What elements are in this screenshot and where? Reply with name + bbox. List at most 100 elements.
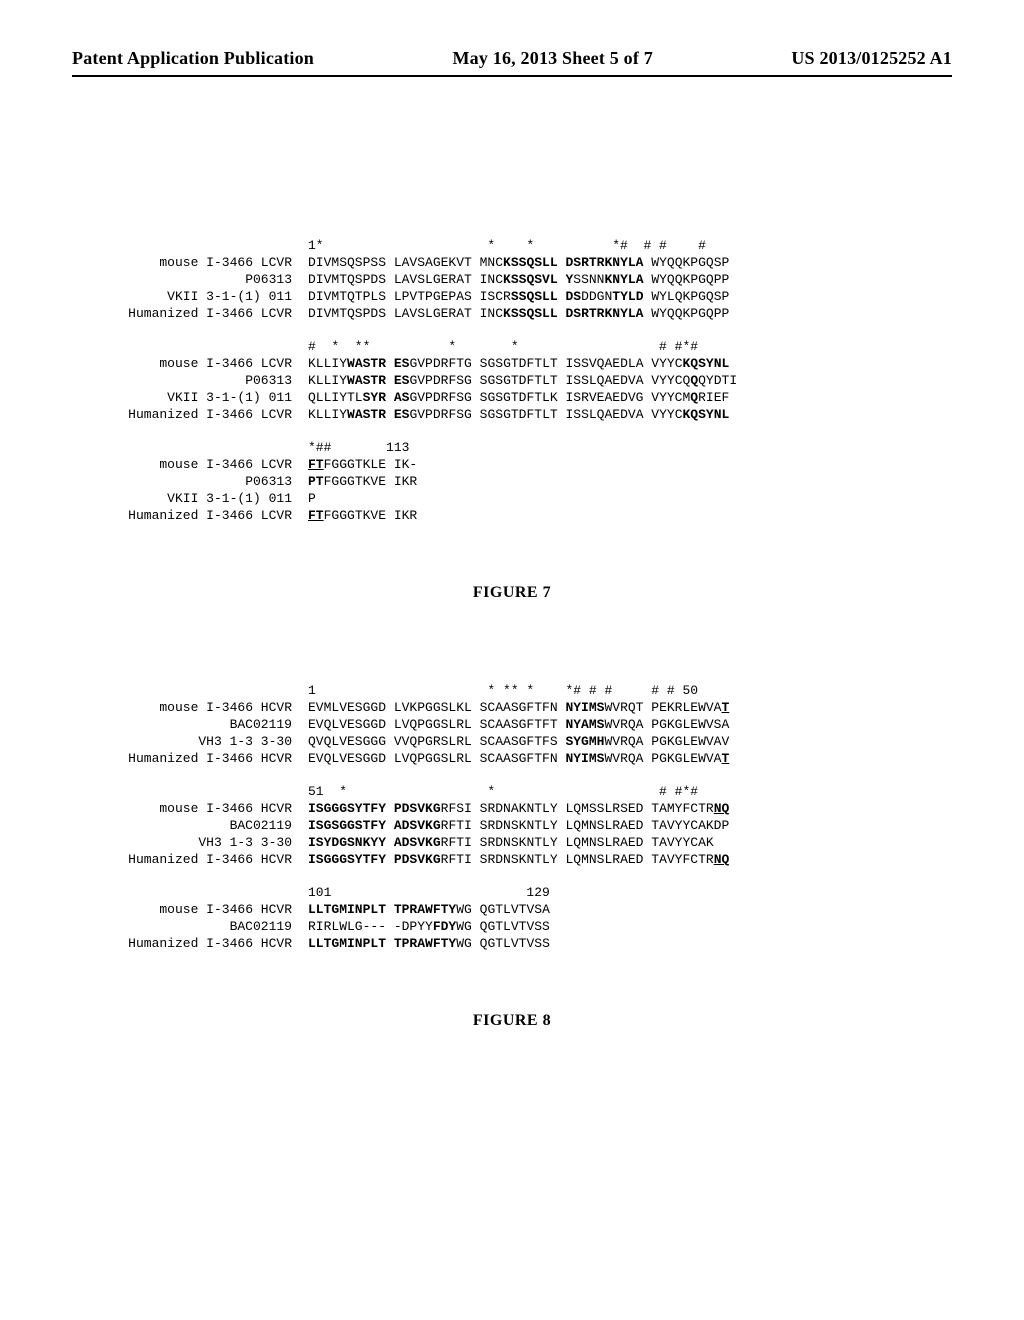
alignment-marker-row: *## 113 bbox=[72, 439, 952, 456]
alignment-sequence: DIVMTQSPDS LAVSLGERAT INCKSSQSVL YSSNNKN… bbox=[308, 271, 729, 288]
alignment-sequence: FTFGGGTKVE IKR bbox=[308, 507, 417, 524]
alignment-row: VKII 3-1-(1) 011P bbox=[72, 490, 952, 507]
alignment-label: Humanized I-3466 LCVR bbox=[72, 507, 308, 524]
alignment-row: mouse I-3466 HCVRISGGGSYTFY PDSVKGRFSI S… bbox=[72, 800, 952, 817]
alignment-label: BAC02119 bbox=[72, 716, 308, 733]
alignment-sequence: ISGGGSYTFY PDSVKGRFSI SRDNAKNTLY LQMSSLR… bbox=[308, 800, 729, 817]
alignment-label: mouse I-3466 LCVR bbox=[72, 456, 308, 473]
alignment-sequence: KLLIYWASTR ESGVPDRFSG SGSGTDFTLT ISSLQAE… bbox=[308, 406, 729, 423]
alignment-row: P06313KLLIYWASTR ESGVPDRFSG SGSGTDFTLT I… bbox=[72, 372, 952, 389]
alignment-label: Humanized I-3466 HCVR bbox=[72, 750, 308, 767]
alignment-label: Humanized I-3466 LCVR bbox=[72, 305, 308, 322]
alignment-label: VKII 3-1-(1) 011 bbox=[72, 490, 308, 507]
figure8-alignment: 1 * ** * *# # # # # 50mouse I-3466 HCVRE… bbox=[72, 682, 952, 952]
alignment-group-spacer bbox=[72, 868, 952, 884]
alignment-row: mouse I-3466 HCVREVMLVESGGD LVKPGGSLKL S… bbox=[72, 699, 952, 716]
alignment-row: BAC02119EVQLVESGGD LVQPGGSLRL SCAASGFTFT… bbox=[72, 716, 952, 733]
alignment-label: VH3 1-3 3-30 bbox=[72, 834, 308, 851]
alignment-marker-row: 1 * ** * *# # # # # 50 bbox=[72, 682, 952, 699]
alignment-marker: # * ** * * # #*# bbox=[308, 338, 698, 355]
alignment-row: P06313PTFGGGTKVE IKR bbox=[72, 473, 952, 490]
alignment-sequence: DIVMTQSPDS LAVSLGERAT INCKSSQSLL DSRTRKN… bbox=[308, 305, 729, 322]
alignment-row: mouse I-3466 LCVRDIVMSQSPSS LAVSAGEKVT M… bbox=[72, 254, 952, 271]
header-right: US 2013/0125252 A1 bbox=[791, 48, 952, 69]
alignment-label-blank bbox=[72, 237, 308, 254]
alignment-sequence: ISYDGSNKYY ADSVKGRFTI SRDNSKNTLY LQMNSLR… bbox=[308, 834, 714, 851]
header-left: Patent Application Publication bbox=[72, 48, 314, 69]
alignment-label-blank bbox=[72, 682, 308, 699]
alignment-marker-row: 101 129 bbox=[72, 884, 952, 901]
alignment-row: Humanized I-3466 LCVRKLLIYWASTR ESGVPDRF… bbox=[72, 406, 952, 423]
alignment-group-spacer bbox=[72, 322, 952, 338]
alignment-sequence: FTFGGGTKLE IK- bbox=[308, 456, 417, 473]
alignment-label-blank bbox=[72, 884, 308, 901]
alignment-row: VH3 1-3 3-30ISYDGSNKYY ADSVKGRFTI SRDNSK… bbox=[72, 834, 952, 851]
alignment-sequence: EVQLVESGGD LVQPGGSLRL SCAASGFTFN NYIMSWV… bbox=[308, 750, 729, 767]
figure8-caption: FIGURE 8 bbox=[72, 1012, 952, 1030]
alignment-label: P06313 bbox=[72, 372, 308, 389]
alignment-label: Humanized I-3466 HCVR bbox=[72, 935, 308, 952]
alignment-row: VKII 3-1-(1) 011DIVMTQTPLS LPVTPGEPAS IS… bbox=[72, 288, 952, 305]
alignment-label-blank bbox=[72, 439, 308, 456]
figure7-caption: FIGURE 7 bbox=[72, 584, 952, 602]
alignment-label: Humanized I-3466 LCVR bbox=[72, 406, 308, 423]
alignment-sequence: EVQLVESGGD LVQPGGSLRL SCAASGFTFT NYAMSWV… bbox=[308, 716, 729, 733]
alignment-marker: *## 113 bbox=[308, 439, 409, 456]
alignment-sequence: LLTGMINPLT TPRAWFTYWG QGTLVTVSA bbox=[308, 901, 550, 918]
alignment-label-blank bbox=[72, 338, 308, 355]
alignment-row: Humanized I-3466 HCVRLLTGMINPLT TPRAWFTY… bbox=[72, 935, 952, 952]
alignment-label: P06313 bbox=[72, 271, 308, 288]
figure7-alignment: 1* * * *# # # #mouse I-3466 LCVRDIVMSQSP… bbox=[72, 237, 952, 524]
alignment-marker: 101 129 bbox=[308, 884, 550, 901]
alignment-marker-row: # * ** * * # #*# bbox=[72, 338, 952, 355]
alignment-label: VKII 3-1-(1) 011 bbox=[72, 389, 308, 406]
alignment-row: P06313DIVMTQSPDS LAVSLGERAT INCKSSQSVL Y… bbox=[72, 271, 952, 288]
figure7-block: 1* * * *# # # #mouse I-3466 LCVRDIVMSQSP… bbox=[72, 237, 952, 602]
alignment-label: mouse I-3466 HCVR bbox=[72, 901, 308, 918]
alignment-sequence: KLLIYWASTR ESGVPDRFTG SGSGTDFTLT ISSVQAE… bbox=[308, 355, 729, 372]
alignment-sequence: QLLIYTLSYR ASGVPDRFSG SGSGTDFTLK ISRVEAE… bbox=[308, 389, 729, 406]
alignment-row: VH3 1-3 3-30QVQLVESGGG VVQPGRSLRL SCAASG… bbox=[72, 733, 952, 750]
alignment-marker-row: 51 * * # #*# bbox=[72, 783, 952, 800]
alignment-sequence: QVQLVESGGG VVQPGRSLRL SCAASGFTFS SYGMHWV… bbox=[308, 733, 729, 750]
alignment-label-blank bbox=[72, 783, 308, 800]
alignment-row: Humanized I-3466 HCVRISGGGSYTFY PDSVKGRF… bbox=[72, 851, 952, 868]
alignment-sequence: DIVMSQSPSS LAVSAGEKVT MNCKSSQSLL DSRTRKN… bbox=[308, 254, 729, 271]
alignment-label: Humanized I-3466 HCVR bbox=[72, 851, 308, 868]
alignment-label: VKII 3-1-(1) 011 bbox=[72, 288, 308, 305]
alignment-row: mouse I-3466 LCVRFTFGGGTKLE IK- bbox=[72, 456, 952, 473]
alignment-label: mouse I-3466 HCVR bbox=[72, 800, 308, 817]
alignment-label: mouse I-3466 HCVR bbox=[72, 699, 308, 716]
header-center: May 16, 2013 Sheet 5 of 7 bbox=[452, 48, 652, 69]
alignment-row: Humanized I-3466 LCVRDIVMTQSPDS LAVSLGER… bbox=[72, 305, 952, 322]
alignment-label: mouse I-3466 LCVR bbox=[72, 254, 308, 271]
alignment-sequence: RIRLWLG--- -DPYYFDYWG QGTLVTVSS bbox=[308, 918, 550, 935]
alignment-row: BAC02119RIRLWLG--- -DPYYFDYWG QGTLVTVSS bbox=[72, 918, 952, 935]
alignment-label: BAC02119 bbox=[72, 817, 308, 834]
alignment-marker: 51 * * # #*# bbox=[308, 783, 698, 800]
page: Patent Application Publication May 16, 2… bbox=[0, 0, 1024, 1320]
alignment-group-spacer bbox=[72, 767, 952, 783]
alignment-label: BAC02119 bbox=[72, 918, 308, 935]
alignment-sequence: LLTGMINPLT TPRAWFTYWG QGTLVTVSS bbox=[308, 935, 550, 952]
alignment-sequence: KLLIYWASTR ESGVPDRFSG SGSGTDFTLT ISSLQAE… bbox=[308, 372, 737, 389]
alignment-row: VKII 3-1-(1) 011QLLIYTLSYR ASGVPDRFSG SG… bbox=[72, 389, 952, 406]
alignment-sequence: P bbox=[308, 490, 316, 507]
alignment-marker: 1* * * *# # # # bbox=[308, 237, 706, 254]
alignment-row: BAC02119ISGSGGSTFY ADSVKGRFTI SRDNSKNTLY… bbox=[72, 817, 952, 834]
alignment-row: Humanized I-3466 LCVRFTFGGGTKVE IKR bbox=[72, 507, 952, 524]
page-header: Patent Application Publication May 16, 2… bbox=[72, 48, 952, 77]
alignment-sequence: ISGSGGSTFY ADSVKGRFTI SRDNSKNTLY LQMNSLR… bbox=[308, 817, 729, 834]
figure8-block: 1 * ** * *# # # # # 50mouse I-3466 HCVRE… bbox=[72, 682, 952, 1030]
alignment-marker: 1 * ** * *# # # # # 50 bbox=[308, 682, 698, 699]
alignment-label: P06313 bbox=[72, 473, 308, 490]
alignment-sequence: DIVMTQTPLS LPVTPGEPAS ISCRSSQSLL DSDDGNT… bbox=[308, 288, 729, 305]
alignment-marker-row: 1* * * *# # # # bbox=[72, 237, 952, 254]
alignment-group-spacer bbox=[72, 423, 952, 439]
alignment-sequence: EVMLVESGGD LVKPGGSLKL SCAASGFTFN NYIMSWV… bbox=[308, 699, 729, 716]
alignment-sequence: ISGGGSYTFY PDSVKGRFTI SRDNSKNTLY LQMNSLR… bbox=[308, 851, 729, 868]
alignment-row: mouse I-3466 LCVRKLLIYWASTR ESGVPDRFTG S… bbox=[72, 355, 952, 372]
alignment-row: Humanized I-3466 HCVREVQLVESGGD LVQPGGSL… bbox=[72, 750, 952, 767]
alignment-sequence: PTFGGGTKVE IKR bbox=[308, 473, 417, 490]
alignment-label: mouse I-3466 LCVR bbox=[72, 355, 308, 372]
